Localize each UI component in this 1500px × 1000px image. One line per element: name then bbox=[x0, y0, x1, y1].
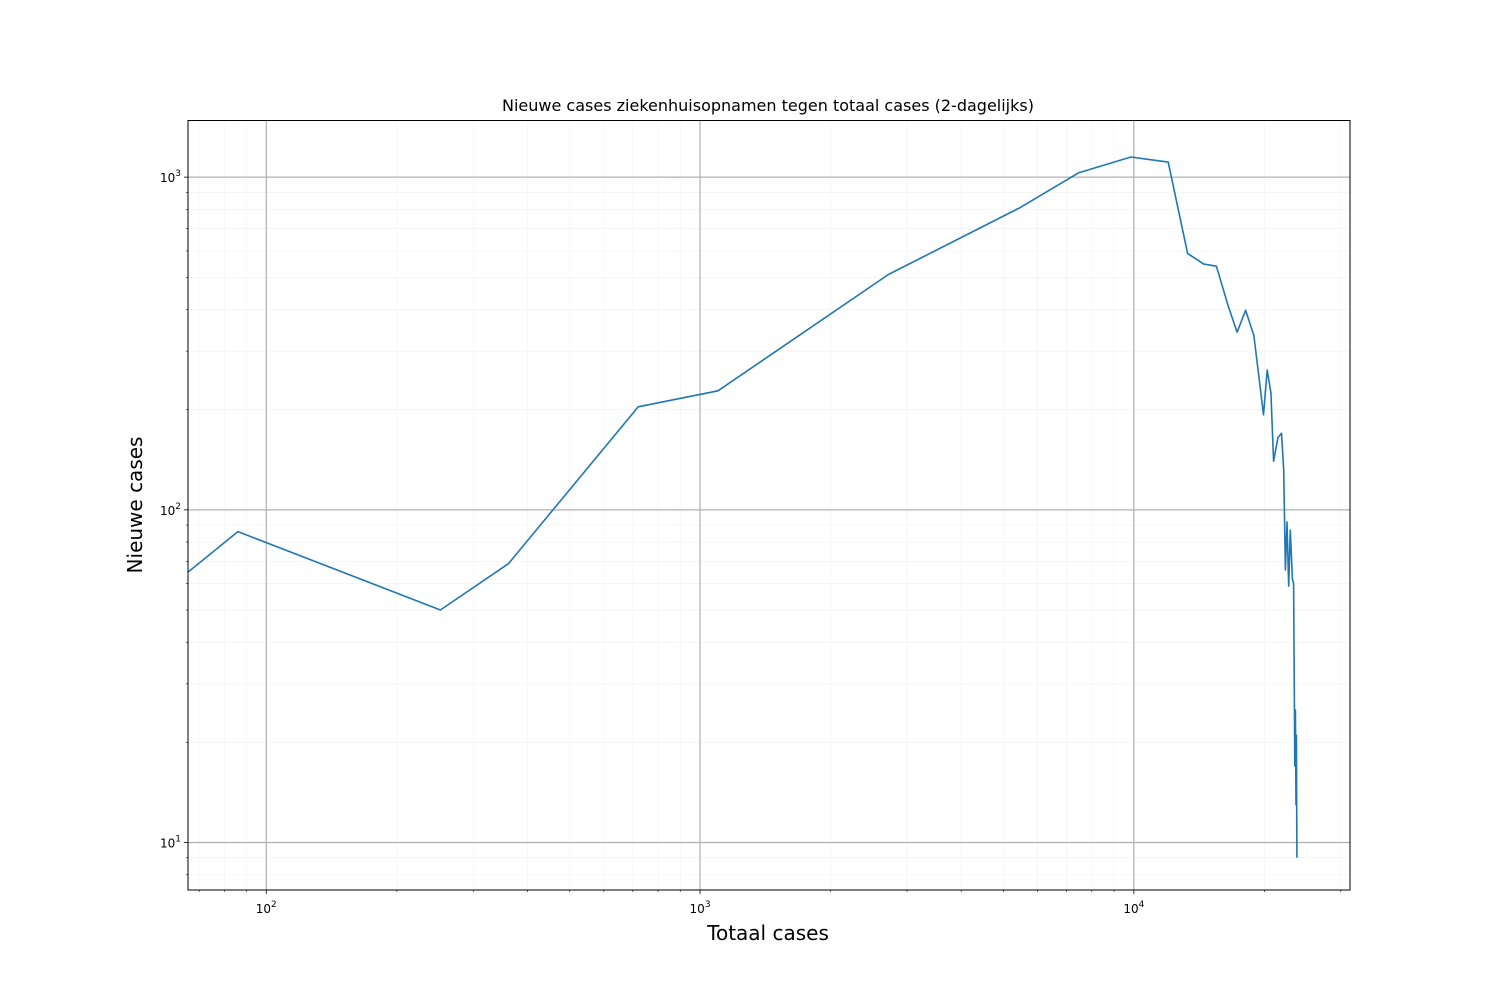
x-tick-label: 103 bbox=[690, 900, 711, 916]
chart-title: Nieuwe cases ziekenhuisopnamen tegen tot… bbox=[502, 96, 1034, 115]
x-axis-ticks: 102 103 104 bbox=[198, 890, 1342, 916]
plot-frame bbox=[187, 120, 1351, 891]
y-tick-label: 102 bbox=[160, 502, 181, 518]
x-axis-title: Totaal cases bbox=[706, 921, 829, 945]
x-tick-label: 102 bbox=[256, 900, 277, 916]
minor-grid bbox=[188, 120, 1350, 890]
x-tick-label: 104 bbox=[1123, 900, 1144, 916]
major-grid bbox=[188, 120, 1350, 890]
y-axis-ticks: 101 102 103 bbox=[160, 169, 188, 876]
series-layer bbox=[188, 156, 1298, 858]
y-axis-title: Nieuwe cases bbox=[123, 437, 147, 574]
y-tick-label: 103 bbox=[160, 169, 181, 185]
y-tick-label: 101 bbox=[160, 835, 181, 851]
series-line bbox=[188, 156, 1298, 858]
